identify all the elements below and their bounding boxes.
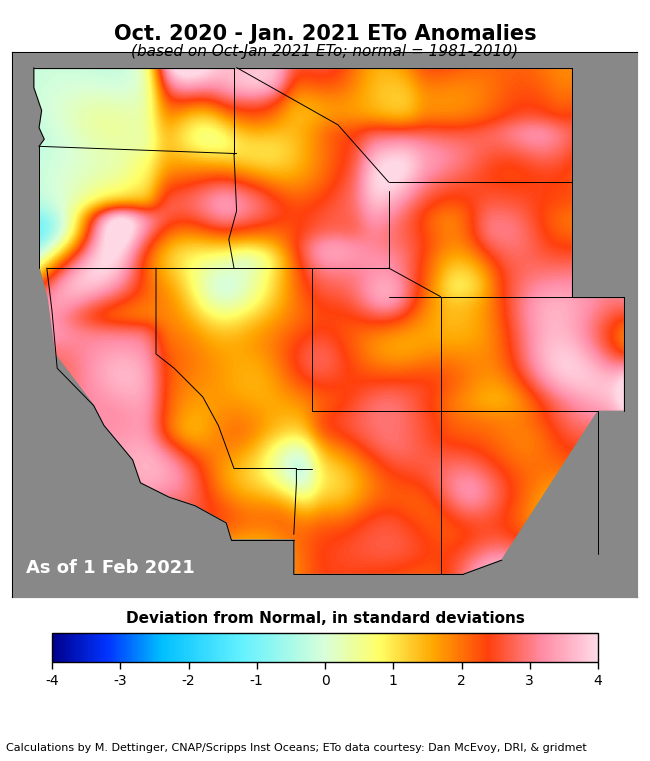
Text: (based on Oct-Jan 2021 ETo; normal = 1981-2010): (based on Oct-Jan 2021 ETo; normal = 198… — [131, 44, 519, 59]
Text: Deviation from Normal, in standard deviations: Deviation from Normal, in standard devia… — [125, 610, 525, 626]
Text: As of 1 Feb 2021: As of 1 Feb 2021 — [26, 559, 195, 578]
Polygon shape — [13, 53, 294, 597]
Polygon shape — [598, 411, 624, 586]
Text: Oct. 2020 - Jan. 2021 ETo Anomalies: Oct. 2020 - Jan. 2021 ETo Anomalies — [114, 24, 536, 44]
Text: Calculations by M. Dettinger, CNAP/Scripps Inst Oceans; ETo data courtesy: Dan M: Calculations by M. Dettinger, CNAP/Scrip… — [6, 743, 587, 753]
Polygon shape — [572, 53, 637, 586]
Polygon shape — [13, 411, 637, 597]
